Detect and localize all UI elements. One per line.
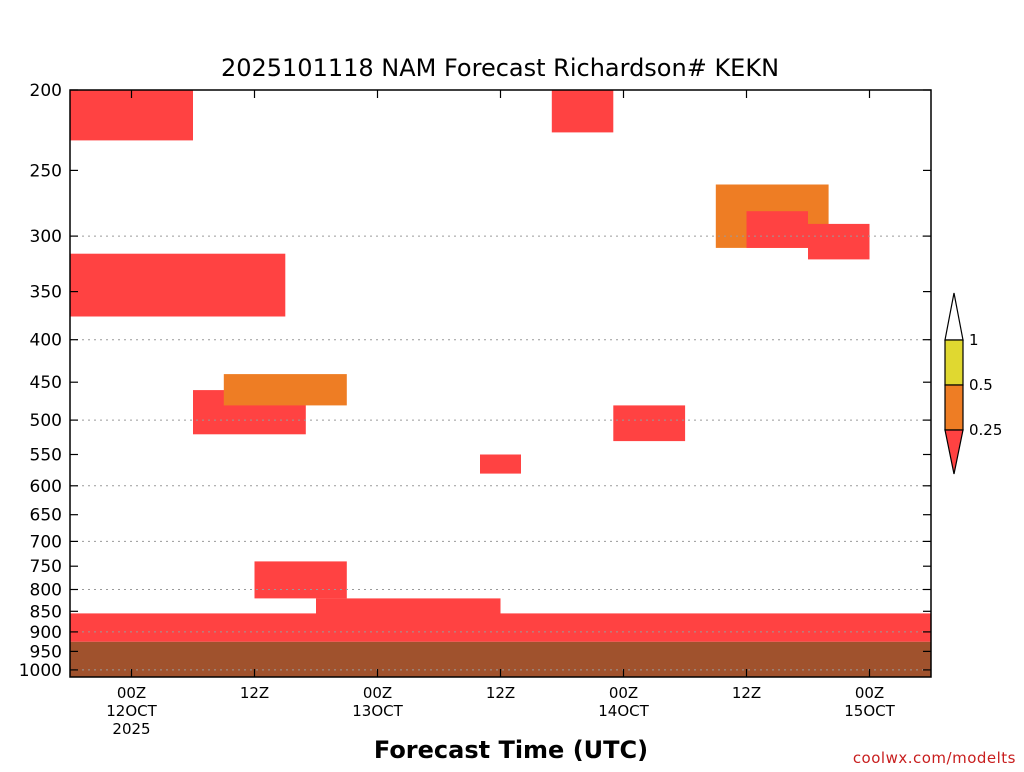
x-tick-label: 15OCT (844, 702, 895, 720)
x-tick-label: 12OCT (106, 702, 157, 720)
y-tick-label: 750 (30, 557, 62, 577)
legend-swatch (944, 339, 964, 386)
field-region (480, 454, 521, 474)
field-region (551, 90, 614, 133)
y-tick-label: 900 (30, 623, 62, 643)
y-tick-label: 300 (30, 227, 62, 247)
plot-frame (69, 89, 932, 678)
field-region (254, 561, 347, 599)
y-tick-label: 950 (30, 642, 62, 662)
y-tick-label: 500 (30, 411, 62, 431)
legend-label: 1 (969, 331, 979, 349)
y-tick-label: 700 (30, 532, 62, 552)
x-axis-label: Forecast Time (UTC) (374, 736, 648, 764)
x-tick-label: 00Z (855, 684, 884, 702)
x-tick-label: 00Z (117, 684, 146, 702)
x-tick-label: 00Z (609, 684, 638, 702)
field-region (70, 253, 286, 317)
field-region (746, 211, 808, 248)
y-tick-label: 1000 (19, 661, 62, 681)
y-tick-label: 800 (30, 581, 62, 601)
x-tick-label: 12Z (732, 684, 761, 702)
field-region (223, 374, 347, 406)
legend-swatch (944, 292, 964, 341)
legend-swatch (944, 429, 964, 475)
y-tick-label: 650 (30, 506, 62, 526)
x-tick-label: 12Z (486, 684, 515, 702)
y-tick-label: 200 (30, 81, 62, 101)
x-tick-label: 12Z (240, 684, 269, 702)
y-tick-label: 450 (30, 373, 62, 393)
chart-title: 2025101118 NAM Forecast Richardson# KEKN (221, 54, 779, 82)
x-tick-label: 2025 (112, 720, 150, 738)
legend: 1 0.5 0.25 (944, 292, 1002, 475)
field-layer (70, 90, 931, 677)
field-region (613, 405, 686, 442)
legend-label: 0.5 (969, 376, 993, 394)
field-region (808, 223, 870, 260)
legend-swatch (944, 384, 964, 431)
y-tick-label: 400 (30, 331, 62, 351)
y-tick-label: 600 (30, 477, 62, 497)
y-tick-label: 250 (30, 161, 62, 181)
y-axis: 200 250 300 350 400 450 500 550 600 650 700 750 8008… (19, 81, 931, 681)
y-tick-label: 850 (30, 602, 62, 622)
credit-link[interactable]: coolwx.com/modelts (853, 749, 1016, 767)
field-region (316, 598, 501, 620)
x-tick-label: 00Z (363, 684, 392, 702)
x-tick-label: 13OCT (352, 702, 403, 720)
y-tick-label: 350 (30, 283, 62, 303)
field-region (70, 90, 193, 141)
y-tick-label: 550 (30, 446, 62, 466)
legend-label: 0.25 (969, 421, 1002, 439)
x-tick-label: 14OCT (598, 702, 649, 720)
